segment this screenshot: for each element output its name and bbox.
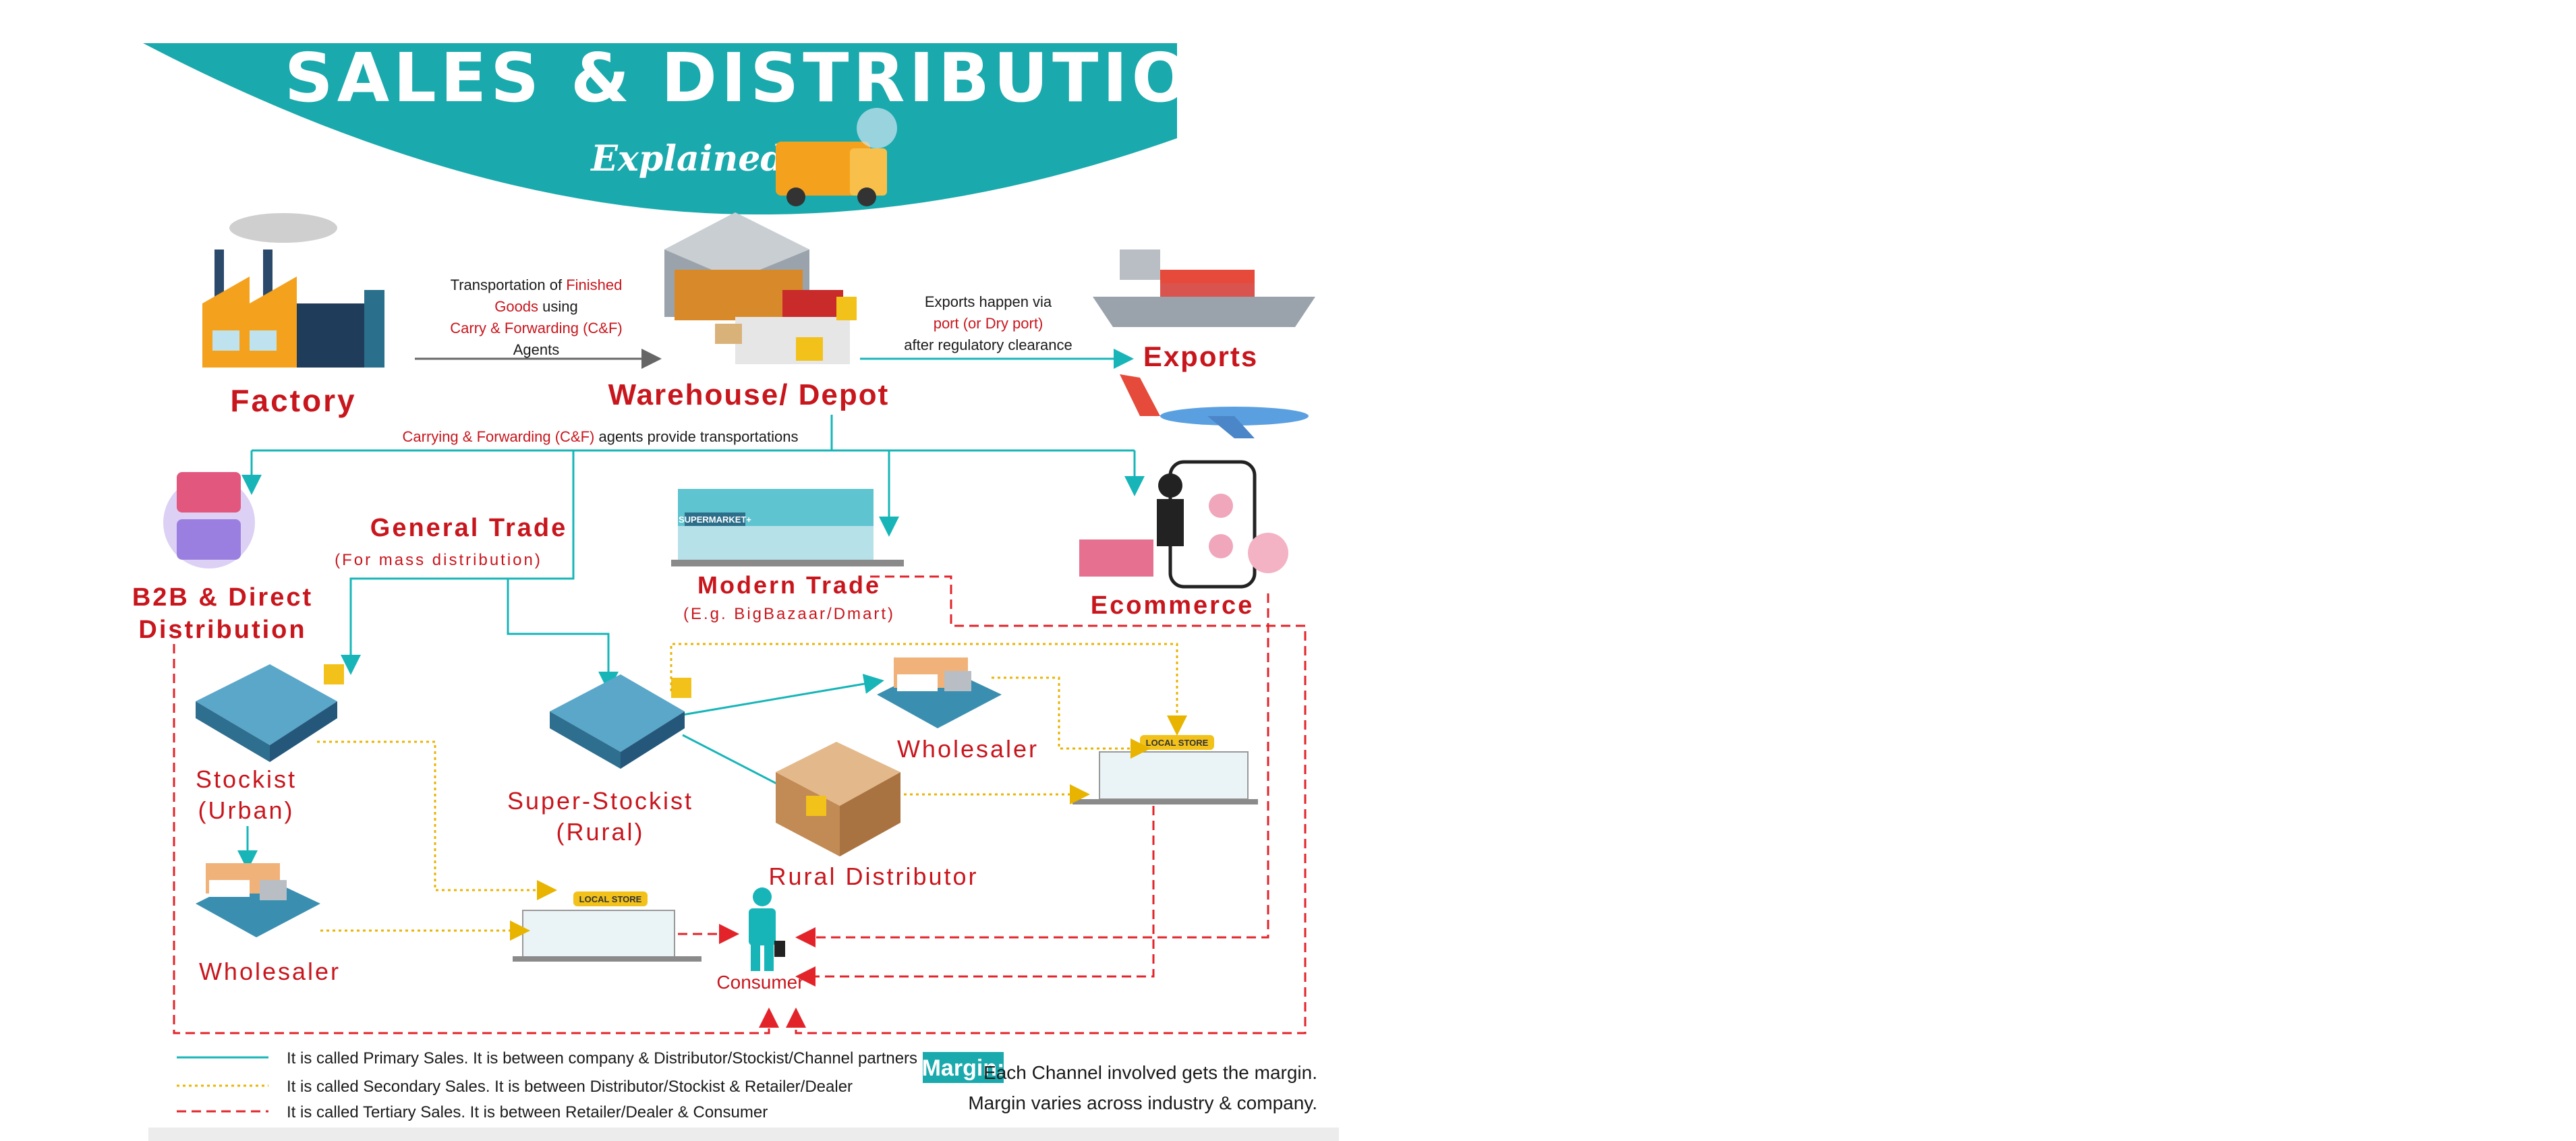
margin-line1: Each Channel involved gets the margin. [983, 1062, 1317, 1083]
transport-note: Transportation of Finished Goods using C… [450, 276, 622, 358]
ship-icon [1093, 250, 1315, 327]
super-stockist-warehouse-icon [550, 674, 691, 769]
delivery-truck-icon [776, 108, 897, 206]
ecommerce-label: Ecommerce [1091, 591, 1254, 620]
bottom-strip [148, 1128, 1339, 1141]
rural-distributor-icon [776, 742, 900, 856]
wholesaler-left-icon [196, 863, 320, 937]
svg-text:after regulatory clearance: after regulatory clearance [904, 337, 1072, 353]
primary-lines [237, 415, 1145, 871]
exports-note: Exports happen via port (or Dry port) af… [904, 293, 1072, 353]
factory-icon [202, 213, 384, 368]
legend-tertiary: It is called Tertiary Sales. It is betwe… [287, 1103, 768, 1121]
svg-text:SUPERMARKET+: SUPERMARKET+ [679, 515, 751, 525]
wholesaler-right-icon [877, 657, 1002, 728]
legend-primary: It is called Primary Sales. It is betwee… [287, 1049, 917, 1067]
general-trade-label: General Trade [370, 514, 567, 542]
stockist-label-line1: Stockist [196, 765, 297, 793]
svg-text:Exports happen via: Exports happen via [925, 293, 1052, 310]
svg-text:port (or Dry port): port (or Dry port) [934, 315, 1043, 332]
wholesaler-left-label: Wholesaler [199, 958, 341, 985]
local-store-right-icon: LOCAL STORE [1072, 735, 1258, 804]
header-banner: SALES & DISTRIBUTION Explained [143, 38, 1254, 215]
general-trade-note: (For mass distribution) [335, 551, 542, 569]
svg-text:Agents: Agents [513, 341, 560, 358]
warehouse-label: Warehouse/ Depot [608, 378, 890, 411]
wholesaler-right-label: Wholesaler [897, 735, 1039, 763]
page-subtitle: Explained [590, 138, 784, 179]
tertiary-lines [173, 575, 1307, 1034]
local-store-center-icon: LOCAL STORE [513, 891, 702, 962]
margin-line2: Margin varies across industry & company. [968, 1092, 1317, 1113]
svg-text:Transportation of Finished: Transportation of Finished [451, 276, 623, 293]
modern-trade-note: (E.g. BigBazaar/Dmart) [683, 605, 895, 623]
svg-text:LOCAL STORE: LOCAL STORE [579, 894, 642, 904]
b2b-label-line2: Distribution [138, 616, 306, 644]
svg-text:Carry & Forwarding (C&F): Carry & Forwarding (C&F) [450, 320, 622, 337]
b2b-label-line1: B2B & Direct [132, 583, 313, 612]
svg-text:Goods using: Goods using [494, 298, 578, 315]
stockist-warehouse-icon [196, 664, 344, 762]
stockist-label-line2: (Urban) [198, 796, 294, 824]
page-title: SALES & DISTRIBUTION [285, 38, 1254, 117]
supermarket-icon: SUPERMARKET+ [671, 489, 904, 566]
consumer-person-icon [749, 887, 785, 971]
margin-label: Margin: [922, 1055, 1005, 1081]
factory-label: Factory [230, 383, 356, 418]
consumer-label: Consumer [716, 972, 803, 993]
rural-distributor-label: Rural Distributor [768, 862, 978, 890]
exports-label: Exports [1143, 341, 1258, 372]
super-stockist-label-line1: Super-Stockist [507, 787, 693, 815]
legend-secondary: It is called Secondary Sales. It is betw… [287, 1078, 853, 1096]
super-stockist-label-line2: (Rural) [556, 818, 644, 846]
briefcase-icon [163, 472, 255, 568]
airplane-icon [1120, 374, 1309, 438]
modern-trade-label: Modern Trade [697, 571, 881, 599]
svg-text:LOCAL STORE: LOCAL STORE [1146, 738, 1209, 748]
legend: It is called Primary Sales. It is betwee… [177, 1049, 917, 1121]
warehouse-icon [664, 212, 857, 364]
margin-note: Margin: Each Channel involved gets the m… [922, 1052, 1317, 1113]
cf-note: Carrying & Forwarding (C&F) agents provi… [403, 428, 799, 445]
ecommerce-icon [1079, 460, 1288, 589]
secondary-lines [317, 643, 1187, 941]
